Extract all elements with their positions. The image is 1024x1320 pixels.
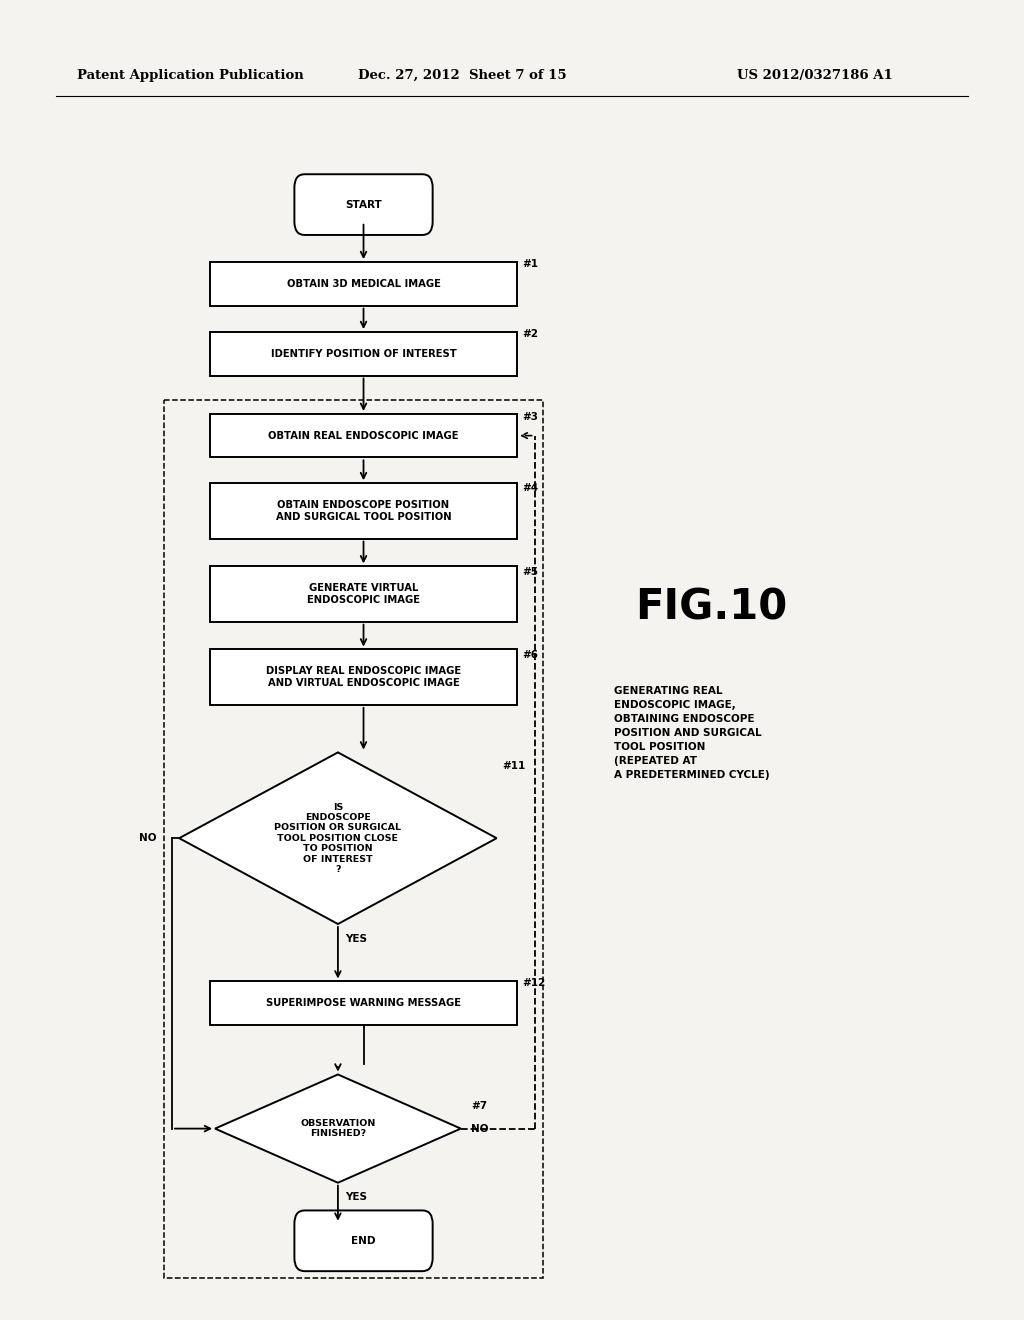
Text: GENERATE VIRTUAL
ENDOSCOPIC IMAGE: GENERATE VIRTUAL ENDOSCOPIC IMAGE: [307, 583, 420, 605]
Text: NO: NO: [139, 833, 157, 843]
FancyBboxPatch shape: [210, 982, 517, 1024]
Text: US 2012/0327186 A1: US 2012/0327186 A1: [737, 69, 893, 82]
FancyBboxPatch shape: [210, 566, 517, 622]
Text: OBTAIN ENDOSCOPE POSITION
AND SURGICAL TOOL POSITION: OBTAIN ENDOSCOPE POSITION AND SURGICAL T…: [275, 500, 452, 521]
FancyBboxPatch shape: [210, 414, 517, 458]
Polygon shape: [179, 752, 497, 924]
Text: OBTAIN 3D MEDICAL IMAGE: OBTAIN 3D MEDICAL IMAGE: [287, 279, 440, 289]
Text: #1: #1: [522, 259, 539, 269]
Text: GENERATING REAL
ENDOSCOPIC IMAGE,
OBTAINING ENDOSCOPE
POSITION AND SURGICAL
TOOL: GENERATING REAL ENDOSCOPIC IMAGE, OBTAIN…: [614, 685, 770, 780]
Text: IS
ENDOSCOPE
POSITION OR SURGICAL
TOOL POSITION CLOSE
TO POSITION
OF INTEREST
?: IS ENDOSCOPE POSITION OR SURGICAL TOOL P…: [274, 803, 401, 874]
Text: START: START: [345, 199, 382, 210]
Bar: [164, 400, 543, 1278]
Text: DISPLAY REAL ENDOSCOPIC IMAGE
AND VIRTUAL ENDOSCOPIC IMAGE: DISPLAY REAL ENDOSCOPIC IMAGE AND VIRTUA…: [266, 667, 461, 688]
Text: #6: #6: [522, 649, 539, 660]
Text: FIG.10: FIG.10: [636, 586, 787, 628]
Text: NO: NO: [471, 1123, 488, 1134]
Text: YES: YES: [345, 1192, 368, 1203]
Text: IDENTIFY POSITION OF INTEREST: IDENTIFY POSITION OF INTEREST: [270, 348, 457, 359]
FancyBboxPatch shape: [210, 483, 517, 539]
Text: YES: YES: [345, 933, 368, 944]
Text: OBTAIN REAL ENDOSCOPIC IMAGE: OBTAIN REAL ENDOSCOPIC IMAGE: [268, 430, 459, 441]
FancyBboxPatch shape: [210, 333, 517, 375]
Text: OBSERVATION
FINISHED?: OBSERVATION FINISHED?: [300, 1119, 376, 1138]
FancyBboxPatch shape: [295, 174, 432, 235]
FancyBboxPatch shape: [210, 261, 517, 306]
FancyBboxPatch shape: [295, 1210, 432, 1271]
Text: Patent Application Publication: Patent Application Publication: [77, 69, 303, 82]
Text: SUPERIMPOSE WARNING MESSAGE: SUPERIMPOSE WARNING MESSAGE: [266, 998, 461, 1008]
Text: #4: #4: [522, 483, 539, 494]
Text: #2: #2: [522, 329, 539, 339]
Polygon shape: [215, 1074, 461, 1183]
Text: #7: #7: [471, 1101, 487, 1111]
Text: #11: #11: [502, 760, 525, 771]
Text: #12: #12: [522, 978, 546, 989]
Text: #3: #3: [522, 412, 539, 422]
Text: #5: #5: [522, 566, 539, 577]
Text: END: END: [351, 1236, 376, 1246]
Text: Dec. 27, 2012  Sheet 7 of 15: Dec. 27, 2012 Sheet 7 of 15: [358, 69, 567, 82]
FancyBboxPatch shape: [210, 649, 517, 705]
